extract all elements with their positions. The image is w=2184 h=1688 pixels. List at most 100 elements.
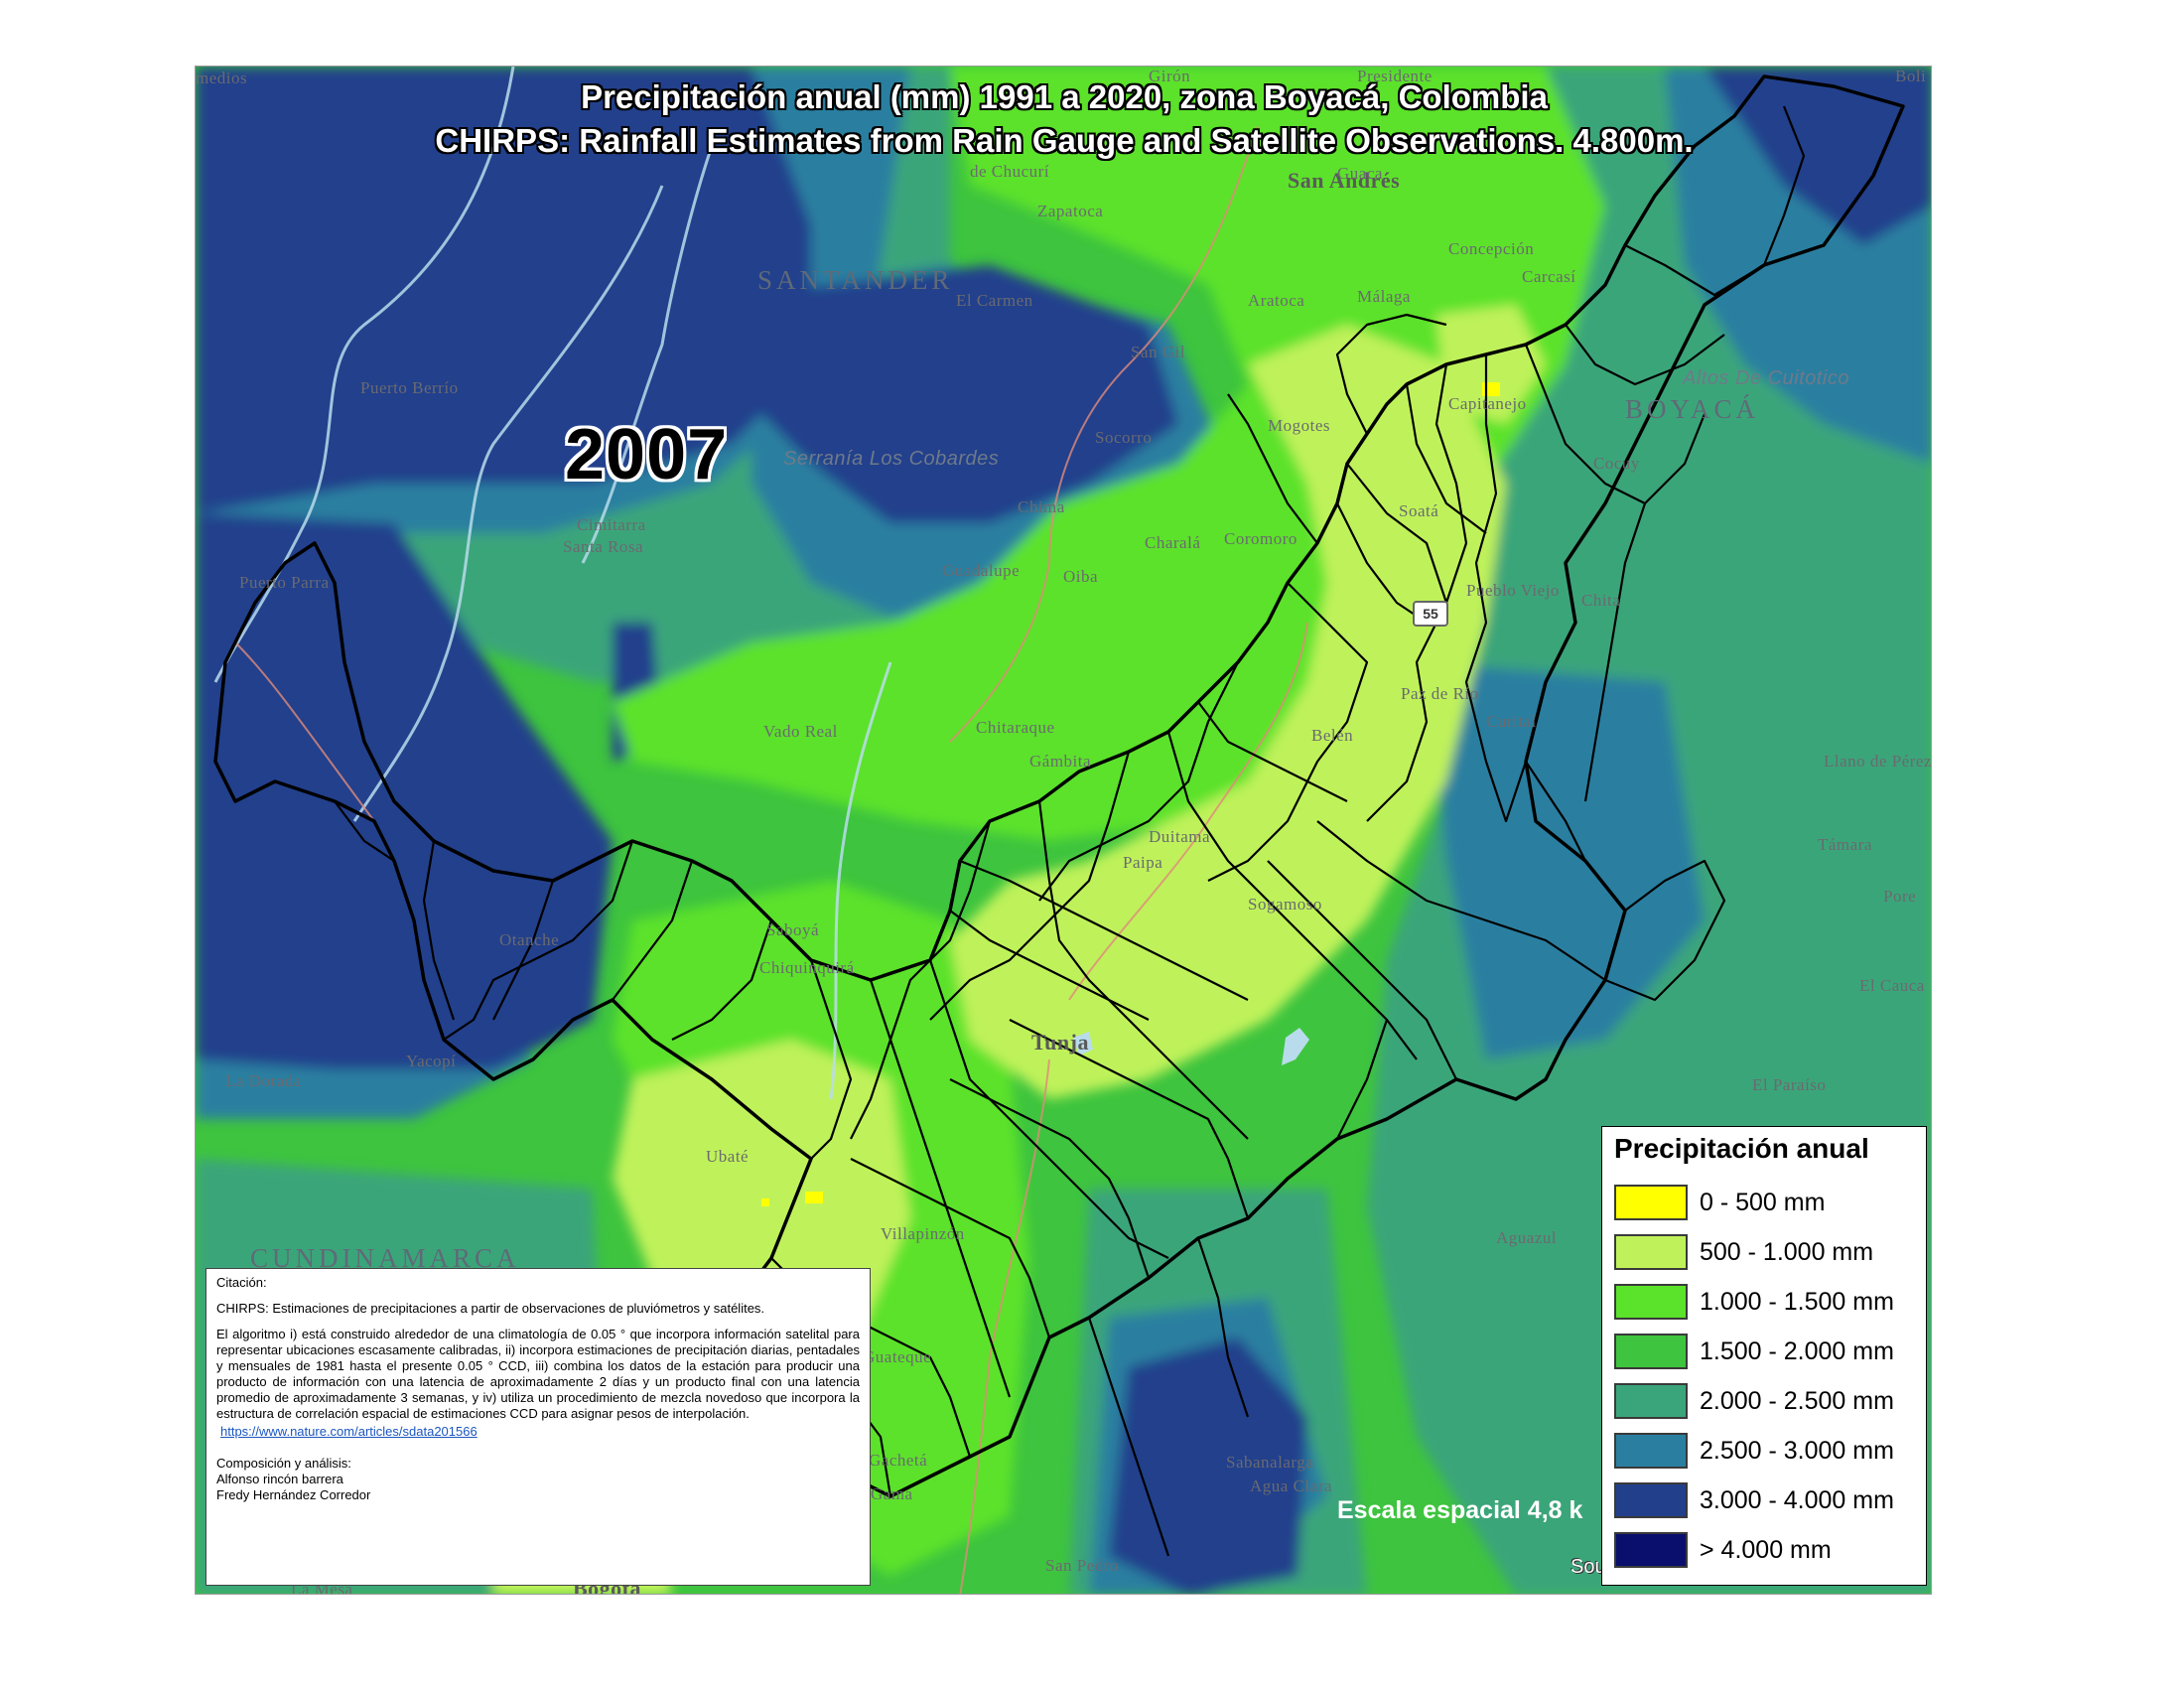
label-mogotes: Mogotes <box>1268 416 1330 435</box>
legend-item: > 4.000 mm <box>1614 1532 1922 1570</box>
road-shield-55: 55 <box>1413 601 1448 627</box>
label-soata: Soatá <box>1399 501 1439 520</box>
citation-link[interactable]: https://www.nature.com/articles/sdata201… <box>220 1424 478 1439</box>
label-carcasi: Carcasí <box>1522 267 1576 286</box>
dry-spot <box>805 1192 823 1203</box>
label-charala: Charalá <box>1145 533 1201 552</box>
label-llano-perez: Llano de Pérez <box>1824 752 1932 771</box>
label-villapinzon: Villapinzón <box>881 1224 965 1243</box>
lake <box>1073 1032 1093 1055</box>
label-chita: Chita <box>1581 591 1621 610</box>
label-tunja: Tunja <box>1031 1030 1089 1055</box>
label-cimitarra: Cimitarra <box>577 515 646 534</box>
label-paz-rio: Paz de Río <box>1401 684 1479 703</box>
label-capitanejo: Capitanejo <box>1448 394 1527 413</box>
citation-heading: Citación: <box>216 1275 267 1290</box>
legend-item: 2.500 - 3.000 mm <box>1614 1433 1922 1471</box>
credits-author: Fredy Hernández Corredor <box>216 1487 371 1502</box>
label-yacopi: Yacopí <box>406 1052 457 1070</box>
label-curital: Curital <box>1486 712 1537 731</box>
label-concepcion: Concepción <box>1448 239 1535 258</box>
label-santa-rosa: Santa Rosa <box>563 537 644 556</box>
label-ubate: Ubaté <box>706 1147 750 1166</box>
label-cocuy: Cocuy <box>1593 454 1640 473</box>
legend-label: 500 - 1.000 mm <box>1700 1238 1874 1266</box>
label-tamara: Támara <box>1818 835 1872 854</box>
label-aratoca: Aratoca <box>1248 291 1305 310</box>
label-socorro: Socorro <box>1095 428 1153 447</box>
label-el-carmen: El Carmen <box>956 291 1033 310</box>
label-sogamoso: Sogamoso <box>1248 895 1322 914</box>
rivers <box>213 67 892 1100</box>
roads <box>234 125 1308 1594</box>
label-belen: Belén <box>1311 726 1354 745</box>
label-oiba: Oiba <box>1063 567 1099 586</box>
legend-swatch <box>1614 1185 1688 1220</box>
label-san-gil: San Gil <box>1131 343 1185 361</box>
label-duitama: Duitama <box>1149 827 1211 846</box>
label-gambita: Gámbita <box>1029 752 1092 771</box>
map-canvas <box>196 67 1931 1594</box>
legend-item: 2.000 - 2.500 mm <box>1614 1383 1922 1421</box>
label-chucuri: de Chucurí <box>970 162 1050 181</box>
legend: Precipitación anual 0 - 500 mm 500 - 1.0… <box>1601 1126 1927 1586</box>
credits-heading: Composición y análisis: <box>216 1456 351 1471</box>
legend-label: 1.000 - 1.500 mm <box>1700 1288 1894 1316</box>
label-agua-clara: Agua Clara <box>1250 1477 1332 1495</box>
legend-item: 1.000 - 1.500 mm <box>1614 1284 1922 1322</box>
label-boyaca: BOYACÁ <box>1625 394 1760 424</box>
citation-box: Citación: CHIRPS: Estimaciones de precip… <box>205 1268 871 1586</box>
label-paipa: Paipa <box>1123 853 1163 872</box>
label-saboya: Saboyá <box>766 920 820 939</box>
label-pueblo-viejo: Pueblo Viejo <box>1466 581 1560 600</box>
label-chima: Chima <box>1018 497 1065 516</box>
label-gama: Gama <box>871 1484 913 1503</box>
legend-label: 1.500 - 2.000 mm <box>1700 1337 1894 1365</box>
legend-swatch <box>1614 1334 1688 1369</box>
label-aguazul: Aguazul <box>1496 1228 1558 1247</box>
label-chiquinquira: Chiquinquirá <box>759 958 855 977</box>
legend-swatch <box>1614 1433 1688 1469</box>
label-sabanalarga: Sabanalarga <box>1226 1453 1314 1472</box>
label-chitaraque: Chitaraque <box>976 718 1055 737</box>
label-vado-real: Vado Real <box>763 722 838 741</box>
label-altos: Altos De Cuitotico <box>1683 367 1849 389</box>
label-la-dorada: La Dorada <box>225 1071 302 1090</box>
label-el-paraiso: El Paraíso <box>1752 1075 1827 1094</box>
legend-swatch <box>1614 1383 1688 1419</box>
label-presidente: Presidente <box>1357 67 1433 85</box>
legend-label: 3.000 - 4.000 mm <box>1700 1486 1894 1514</box>
map-title: Precipitación anual (mm) 1991 a 2020, zo… <box>581 78 1548 115</box>
legend-label: 2.500 - 3.000 mm <box>1700 1437 1894 1465</box>
label-pore: Pore <box>1883 887 1917 906</box>
legend-swatch <box>1614 1234 1688 1270</box>
precipitation-map[interactable]: Precipitación anual (mm) 1991 a 2020, zo… <box>195 66 1932 1595</box>
label-guadalupe: Guadalupe <box>942 561 1021 580</box>
credits-author: Alfonso rincón barrera <box>216 1472 343 1486</box>
year-label: 2007 <box>565 415 729 494</box>
map-subtitle: CHIRPS: Rainfall Estimates from Rain Gau… <box>435 122 1694 159</box>
label-medios: medios <box>196 69 248 87</box>
label-san-andres: San Andrés <box>1288 168 1401 193</box>
legend-item: 1.500 - 2.000 mm <box>1614 1334 1922 1371</box>
label-gacheta: Gachetá <box>869 1451 928 1470</box>
label-giron: Girón <box>1149 67 1191 85</box>
lake-tota <box>1282 1028 1309 1065</box>
legend-title: Precipitación anual <box>1614 1133 1869 1164</box>
legend-label: 0 - 500 mm <box>1700 1189 1826 1216</box>
label-santander: SANTANDER <box>757 265 954 295</box>
legend-swatch <box>1614 1532 1688 1568</box>
precipitation-zones <box>196 67 1931 1594</box>
legend-item: 500 - 1.000 mm <box>1614 1234 1922 1272</box>
label-zapatoca: Zapatoca <box>1037 202 1104 220</box>
label-serrania: Serranía Los Cobardes <box>783 448 1000 470</box>
citation-body: El algoritmo i) está construido alrededo… <box>216 1327 860 1421</box>
label-coromoro: Coromoro <box>1224 529 1297 548</box>
label-malaga: Málaga <box>1357 287 1411 306</box>
legend-swatch <box>1614 1284 1688 1320</box>
boyaca-boundary <box>213 74 1905 1498</box>
legend-item: 3.000 - 4.000 mm <box>1614 1482 1922 1520</box>
label-puerto-berrio: Puerto Berrío <box>360 378 459 397</box>
legend-swatch <box>1614 1482 1688 1518</box>
label-el-cauca: El Cauca <box>1859 976 1925 995</box>
